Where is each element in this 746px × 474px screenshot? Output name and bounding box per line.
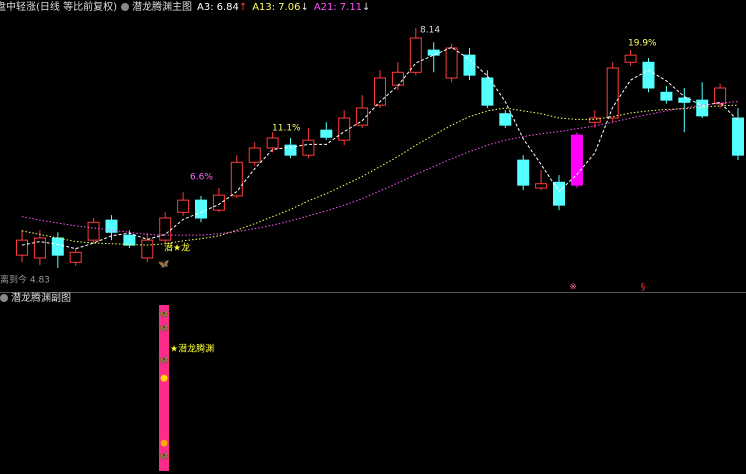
signal-bar: [159, 305, 169, 471]
butterfly-icon: 🦋: [158, 259, 169, 270]
candle-body: [732, 117, 744, 156]
header-text: 盘中轻涨(日线 等比前复权): [0, 2, 117, 13]
legend-trend: ↓: [300, 2, 309, 13]
candle-body: [660, 91, 673, 101]
legend-trend: ↓: [362, 2, 371, 13]
candle-body: [302, 139, 315, 156]
candle-body: [123, 234, 136, 246]
bar-icon: 🦋: [158, 451, 169, 462]
candle-body: [87, 221, 100, 241]
legend-name: A3: [197, 2, 214, 13]
annotation: 11.1%: [272, 124, 301, 134]
candle-body: [33, 237, 46, 259]
candle-body: [606, 67, 619, 119]
legend-name: A13: [252, 2, 275, 13]
candle-body: [445, 47, 458, 79]
bar-icon: ●: [160, 374, 168, 384]
legend-item: A36.84↑: [197, 2, 247, 13]
legend-item: A217.11↓: [314, 2, 371, 13]
high-label: 8.14: [420, 26, 440, 36]
candle-body: [553, 181, 565, 206]
ma-line: [21, 101, 739, 236]
annotation: 6.6%: [190, 173, 213, 183]
candle-body: [248, 147, 261, 163]
legend-item: A137.06↓: [252, 2, 309, 13]
candle-body: [588, 117, 601, 123]
annotation: 19.9%: [628, 39, 657, 49]
candle-body: [320, 129, 333, 138]
candle-body: [141, 239, 154, 259]
candle-body: [517, 159, 530, 186]
candle-body: [230, 161, 243, 197]
legend-name: A21: [314, 2, 337, 13]
signal-icon: ※: [569, 283, 577, 293]
candle-body: [481, 77, 494, 106]
candle-body: [177, 199, 190, 213]
legend: A36.84↑A137.06↓A217.11↓: [192, 2, 370, 13]
legend-value: 7.06: [278, 2, 301, 13]
candle-body: [51, 237, 64, 256]
candle-body: [499, 113, 512, 126]
bar-icon: 🦋: [158, 355, 169, 366]
legend-value: 6.84: [216, 2, 239, 13]
candle-body: [463, 54, 476, 76]
ma-line: [21, 104, 739, 246]
legend-value: 7.11: [339, 2, 363, 13]
sub-header: 潜龙腾渊副图: [0, 291, 71, 307]
bar-icon: 🦋: [158, 309, 169, 320]
candle-body: [69, 251, 82, 263]
candle-body: [642, 61, 655, 89]
sub-label: ★潜龙腾渊: [170, 343, 214, 355]
candle-body: [714, 87, 727, 105]
candle-body: [391, 71, 404, 86]
candle-body: [696, 99, 709, 117]
candle-body: [624, 54, 637, 63]
candle-body: [427, 49, 440, 56]
candle-body: [535, 183, 548, 189]
low-label: 离到今 4.83: [0, 274, 50, 286]
signal-icon: §: [641, 283, 646, 293]
bar-icon: ●: [160, 439, 168, 449]
signal-label: 潜★龙: [164, 242, 190, 254]
candle-body: [212, 194, 225, 211]
candle-body: [356, 107, 369, 126]
chart-title: 潜龙腾渊主图: [131, 2, 192, 13]
candle-body: [678, 97, 691, 103]
main-header: 盘中轻涨(日线 等比前复权)潜龙腾渊主图A36.84↑A137.06↓A217.…: [0, 0, 370, 16]
candle-body: [159, 217, 172, 241]
candle-body: [16, 239, 28, 256]
bar-icon: 🦋: [158, 323, 169, 334]
ma-line: [21, 46, 739, 250]
candle-body: [266, 137, 279, 149]
candle-body: [338, 117, 351, 141]
candle-body: [195, 199, 207, 219]
candle-body: [570, 134, 583, 186]
candle-body: [374, 77, 386, 106]
candle-body: [284, 144, 297, 156]
candle-body: [105, 219, 118, 233]
sub-title: 潜龙腾渊副图: [11, 293, 71, 304]
candle-body: [409, 37, 422, 73]
legend-trend: ↑: [238, 2, 248, 13]
